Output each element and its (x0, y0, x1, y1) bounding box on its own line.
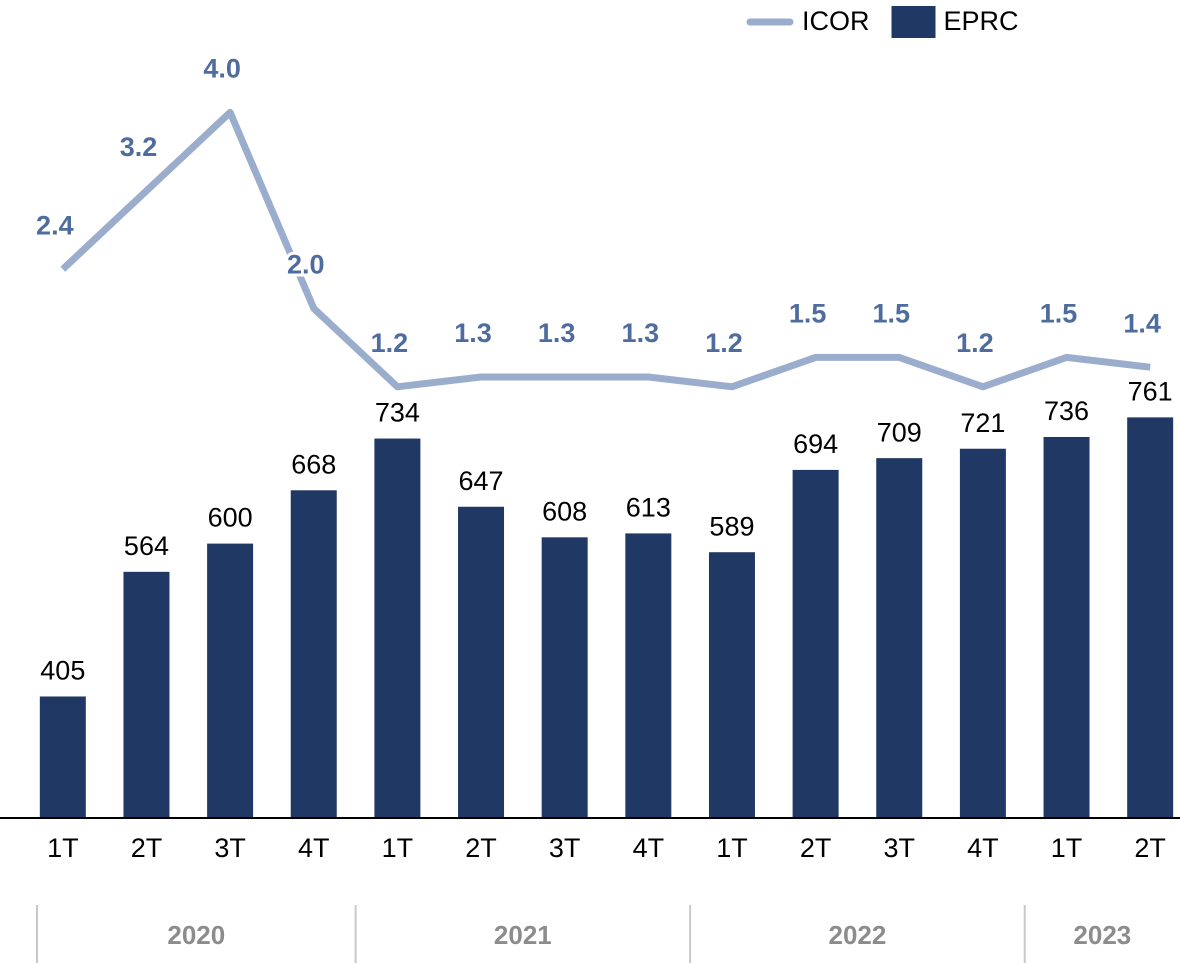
line-value-label: 4.0 (203, 54, 241, 84)
x-tick-label: 3T (549, 833, 581, 863)
x-tick-label: 1T (1051, 833, 1083, 863)
x-tick-label: 3T (214, 833, 246, 863)
bar-value-label: 668 (291, 449, 336, 479)
bar-value-label: 694 (793, 429, 838, 459)
x-tick-label: 1T (382, 833, 414, 863)
x-tick-label: 2T (1134, 833, 1166, 863)
line-value-label: 2.4 (36, 210, 74, 240)
line-value-label: 1.2 (956, 328, 994, 358)
bar-value-label: 600 (208, 503, 253, 533)
line-value-label: 3.2 (120, 132, 158, 162)
x-tick-label: 4T (967, 833, 999, 863)
bar (1043, 436, 1090, 818)
bar-value-label: 589 (709, 511, 754, 541)
bar (1127, 417, 1174, 818)
bar (959, 448, 1006, 818)
bar-value-label: 736 (1044, 396, 1089, 426)
legend-swatch (891, 6, 936, 38)
line-value-label: 1.3 (454, 318, 492, 348)
legend-label: ICOR (802, 6, 870, 36)
line-value-label: 1.5 (789, 299, 827, 329)
line-value-label: 2.0 (287, 250, 325, 280)
bar-value-label: 405 (40, 656, 85, 686)
line-value-label: 1.3 (538, 318, 576, 348)
line-value-label: 1.4 (1123, 308, 1161, 338)
line-value-label: 1.2 (705, 328, 743, 358)
bar (39, 696, 86, 818)
x-tick-label: 4T (298, 833, 330, 863)
x-tick-label: 4T (633, 833, 665, 863)
bar-value-label: 709 (877, 417, 922, 447)
legend-label: EPRC (944, 6, 1019, 36)
line-value-label: 1.2 (371, 328, 409, 358)
bar (458, 506, 505, 818)
bar-value-label: 613 (626, 493, 671, 523)
x-tick-label: 2T (465, 833, 497, 863)
bar-value-label: 761 (1128, 377, 1173, 407)
bar (625, 533, 672, 818)
line-value-label: 1.5 (872, 299, 910, 329)
x-tick-label: 1T (47, 833, 79, 863)
bar (708, 552, 755, 818)
x-tick-label: 2T (131, 833, 163, 863)
bar (876, 458, 923, 818)
line-value-label: 1.3 (622, 318, 660, 348)
line-value-label: 1.5 (1040, 299, 1078, 329)
x-tick-label: 2T (800, 833, 832, 863)
bar-value-label: 608 (542, 496, 587, 526)
x-tick-label: 1T (716, 833, 748, 863)
bar-value-label: 734 (375, 398, 420, 428)
bar-value-label: 647 (459, 466, 504, 496)
x-group-label: 2021 (494, 920, 552, 950)
bar (792, 469, 839, 818)
x-group-label: 2022 (829, 920, 887, 950)
bar (123, 571, 170, 818)
bar (207, 543, 254, 818)
bar-value-label: 721 (960, 408, 1005, 438)
x-tick-label: 3T (883, 833, 915, 863)
bar-value-label: 564 (124, 531, 169, 561)
x-group-label: 2020 (167, 920, 225, 950)
line (60, 108, 1151, 391)
bar (290, 490, 337, 818)
bar (374, 438, 421, 818)
x-group-label: 2023 (1073, 920, 1131, 950)
bar (541, 537, 588, 818)
